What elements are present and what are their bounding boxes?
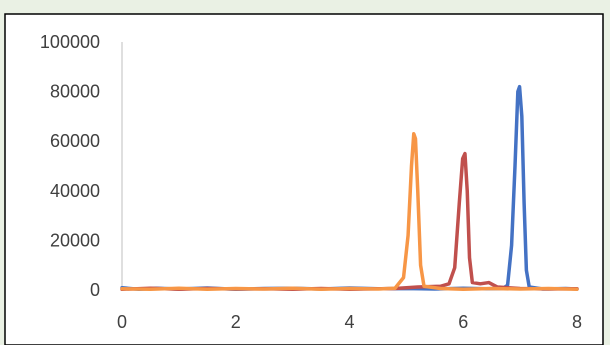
y-tick-label: 20000 bbox=[50, 230, 100, 250]
y-tick-label: 0 bbox=[90, 280, 100, 300]
y-tick-label: 100000 bbox=[40, 32, 100, 52]
y-tick-label: 80000 bbox=[50, 82, 100, 102]
y-tick-label: 60000 bbox=[50, 131, 100, 151]
top-strip bbox=[0, 0, 610, 14]
x-tick-label: 0 bbox=[117, 312, 127, 332]
series-line-3 bbox=[120, 132, 579, 292]
plot-series bbox=[120, 84, 579, 292]
y-axis: 0 20000 40000 60000 80000 100000 bbox=[40, 32, 123, 300]
y-tick-label: 40000 bbox=[50, 181, 100, 201]
x-tick-label: 6 bbox=[458, 312, 468, 332]
x-tick-label: 4 bbox=[344, 312, 354, 332]
x-tick-label: 2 bbox=[231, 312, 241, 332]
x-tick-label: 8 bbox=[572, 312, 582, 332]
